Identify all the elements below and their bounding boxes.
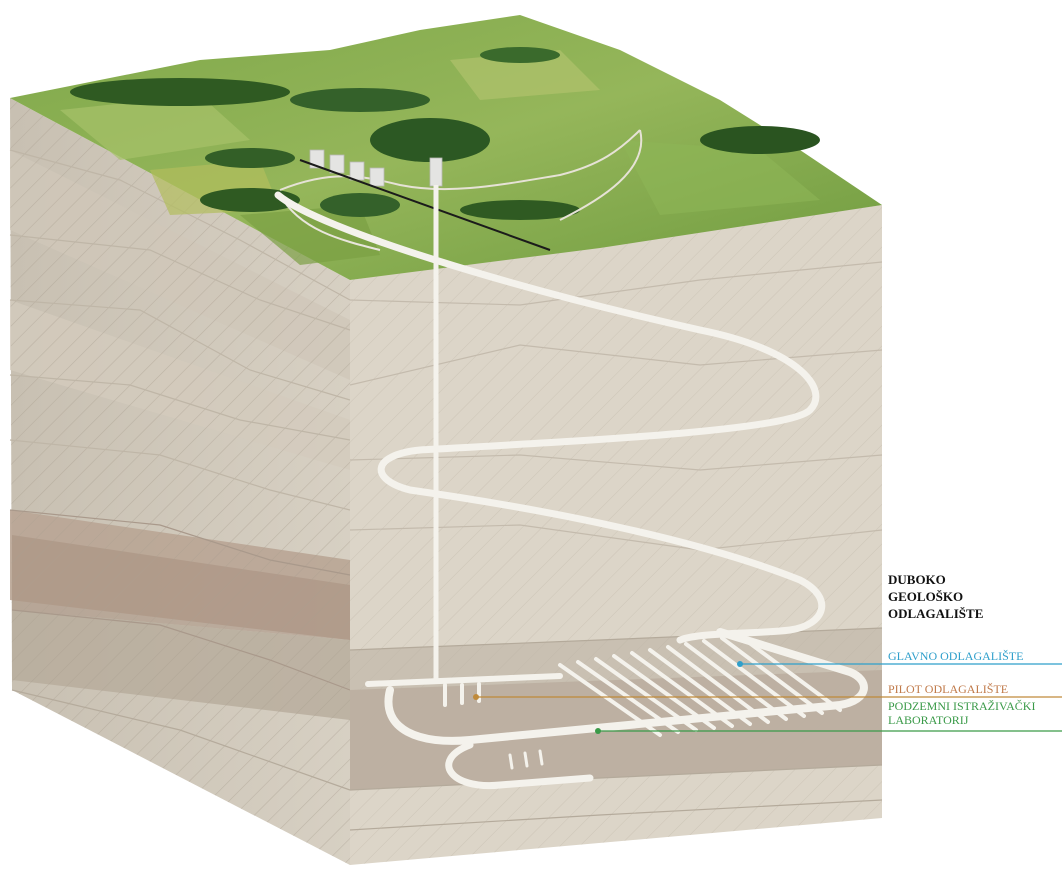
- left-face: [9, 98, 351, 865]
- landscape-surface: [10, 15, 882, 280]
- text-labels: DUBOKO GEOLOŠKO ODLAGALIŠTE GLAVNO ODLAG…: [888, 572, 1035, 727]
- title-line-3: ODLAGALIŠTE: [888, 606, 983, 621]
- lab-label-line-1: PODZEMNI ISTRAŽIVAČKI: [888, 699, 1035, 713]
- title-line-1: DUBOKO: [888, 572, 946, 587]
- access-ramp: [274, 191, 826, 644]
- pilot-repository-label: PILOT ODLAGALIŠTE: [888, 682, 1008, 696]
- callout-lines: [473, 661, 1062, 734]
- lab-label-line-2: LABORATORIJ: [888, 713, 969, 727]
- main-repository-label: GLAVNO ODLAGALIŠTE: [888, 649, 1023, 663]
- title-line-2: GEOLOŠKO: [888, 589, 963, 604]
- right-face: [349, 205, 883, 865]
